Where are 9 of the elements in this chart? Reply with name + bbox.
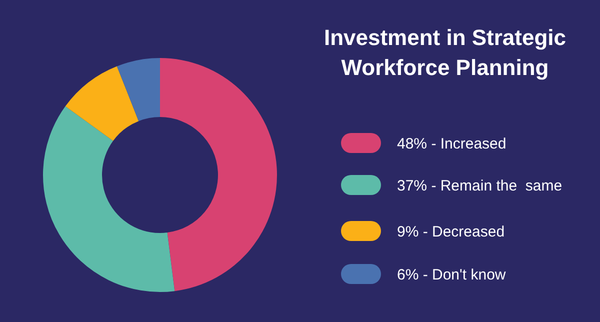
legend-label: 6% - Don't know — [397, 266, 506, 284]
legend-label: 48% - Increased — [397, 135, 506, 152]
legend-label: 37% - Remain the same — [397, 177, 562, 194]
donut-slice — [116, 58, 160, 122]
legend-label: 9% - Decreased — [397, 223, 505, 240]
chart-title: Investment in Strategic Workforce Planning — [324, 25, 566, 80]
donut-slice — [160, 58, 277, 292]
donut-slice — [43, 106, 175, 292]
donut-slice — [65, 66, 139, 141]
